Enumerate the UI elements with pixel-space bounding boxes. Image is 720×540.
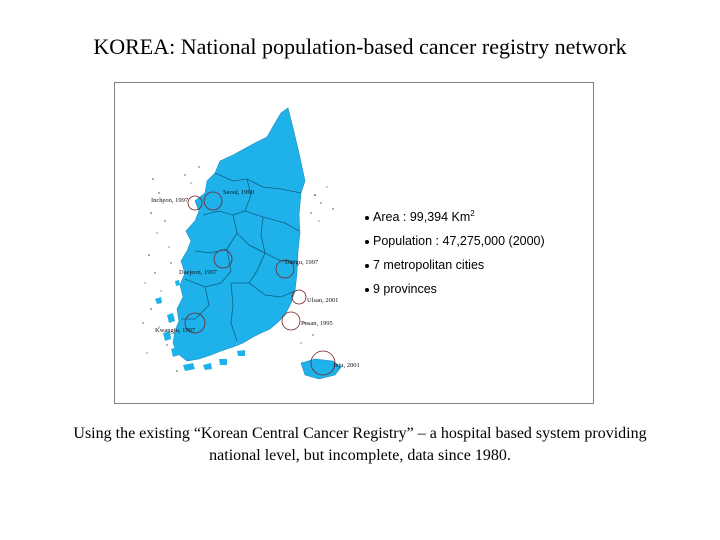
caption: Using the existing “Korean Central Cance… <box>30 423 690 467</box>
bullet-dot <box>365 239 369 244</box>
province-boundaries <box>181 172 302 342</box>
bullet-dot <box>365 263 369 268</box>
fact-provinces: 9 provinces <box>365 277 545 301</box>
city-label-daegu: Daegu, 1997 <box>285 259 319 266</box>
map-speckle <box>142 166 334 372</box>
city-label-ulsan: Ulsan, 2001 <box>307 297 339 304</box>
city-label-kwangju: Kwangju, 1997 <box>155 327 196 334</box>
city-label-pusan: Pusan, 1995 <box>301 320 333 327</box>
city-label-jeju: Jeju, 2001 <box>333 362 360 369</box>
marker-jeju <box>310 350 336 376</box>
bullet-dot <box>365 287 369 292</box>
caption-line-2: national level, but incomplete, data sin… <box>209 447 511 464</box>
marker-seoul <box>203 191 223 211</box>
bullet-dot <box>365 215 369 220</box>
fact-population: Population : 47,275,000 (2000) <box>365 229 545 253</box>
map-figure: Seoul, 1990 Incheon, 1997 Daegu, 1997 Da… <box>114 82 594 404</box>
page-title: KOREA: National population-based cancer … <box>93 34 627 59</box>
west-islands <box>155 280 245 371</box>
registry-markers <box>184 191 336 376</box>
marker-incheon <box>187 195 203 211</box>
city-label-daejeon: Daejeon, 1997 <box>179 269 217 276</box>
city-label-seoul: Seoul, 1990 <box>223 189 255 196</box>
fact-area: Area : 99,394 Km2 <box>365 202 545 229</box>
city-label-incheon: Incheon, 1997 <box>151 197 189 204</box>
marker-pusan <box>281 311 301 331</box>
korea-map <box>142 107 342 380</box>
marker-daegu <box>275 259 295 279</box>
marker-ulsan <box>291 289 307 305</box>
marker-daejeon <box>213 249 233 269</box>
facts-list: Area : 99,394 Km2 Population : 47,275,00… <box>365 202 545 301</box>
caption-line-1: Using the existing “Korean Central Cance… <box>73 425 647 442</box>
marker-kwangju <box>184 312 206 334</box>
fact-metro: 7 metropolitan cities <box>365 253 545 277</box>
